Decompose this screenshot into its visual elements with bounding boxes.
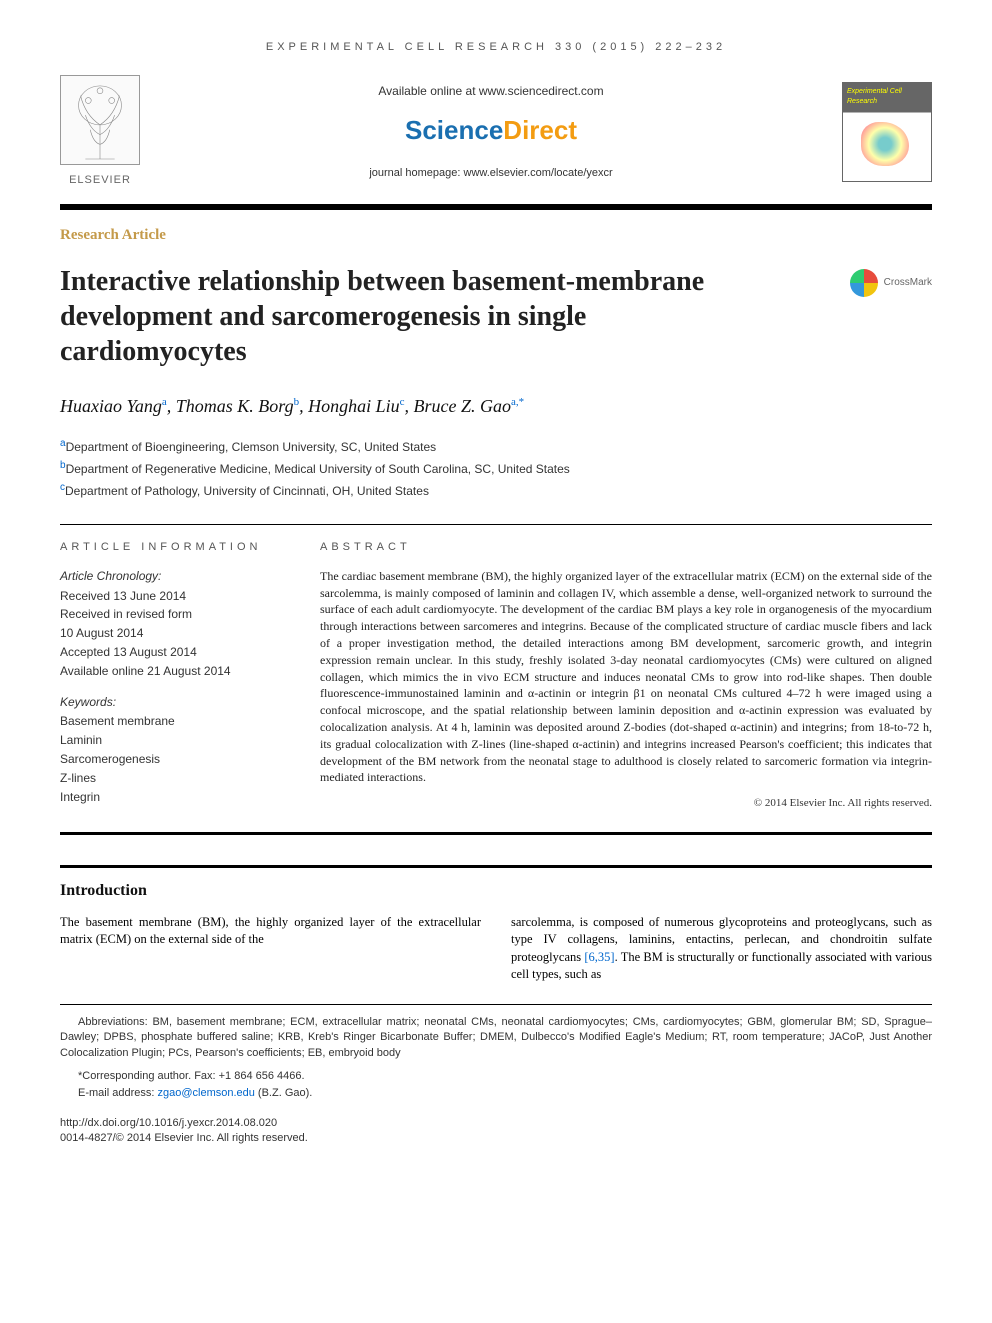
crossmark-label: CrossMark [884,276,932,290]
email-line: E-mail address: zgao@clemson.edu (B.Z. G… [60,1086,932,1101]
keywords-label: Keywords: [60,694,290,711]
article-info: ARTICLE INFORMATION Article Chronology: … [60,540,290,811]
sciencedirect-logo: ScienceDirect [160,112,822,148]
info-label: ARTICLE INFORMATION [60,540,290,555]
affiliations: aDepartment of Bioengineering, Clemson U… [60,437,932,499]
author-sup: a,* [511,396,524,408]
authors: Huaxiao Yanga, Thomas K. Borgb, Honghai … [60,394,932,419]
intro-columns: The basement membrane (BM), the highly o… [60,914,932,984]
available-online: Available online at www.sciencedirect.co… [160,83,822,100]
brand-sci: Science [405,115,503,145]
author-sup: b [294,396,300,408]
running-head: EXPERIMENTAL CELL RESEARCH 330 (2015) 22… [60,40,932,55]
keyword: Integrin [60,789,290,806]
author-sup: c [400,396,405,408]
crossmark-icon [850,269,878,297]
rule-medium [60,865,932,868]
email-after: (B.Z. Gao). [255,1087,312,1099]
email-label: E-mail address: [78,1087,157,1099]
footer: Abbreviations: BM, basement membrane; EC… [60,1004,932,1147]
crossmark-badge[interactable]: CrossMark [850,269,932,297]
abstract-text: The cardiac basement membrane (BM), the … [320,568,932,786]
affiliation: bDepartment of Regenerative Medicine, Me… [60,459,932,478]
issn-copyright: 0014-4827/© 2014 Elsevier Inc. All right… [60,1131,932,1146]
abstract: ABSTRACT The cardiac basement membrane (… [320,540,932,811]
corresponding-author: *Corresponding author. Fax: +1 864 656 4… [60,1069,932,1084]
affiliation: aDepartment of Bioengineering, Clemson U… [60,437,932,456]
abbreviations: Abbreviations: BM, basement membrane; EC… [60,1015,932,1061]
intro-col-right: sarcolemma, is composed of numerous glyc… [511,914,932,984]
article-type: Research Article [60,225,932,246]
affiliation: cDepartment of Pathology, University of … [60,481,932,500]
keyword: Laminin [60,732,290,749]
journal-header: ELSEVIER Available online at www.science… [60,75,932,188]
author: Honghai Liu [308,396,400,416]
author: Huaxiao Yang [60,396,162,416]
author: Bruce Z. Gao [414,396,512,416]
abstract-label: ABSTRACT [320,540,932,555]
doi-block: http://dx.doi.org/10.1016/j.yexcr.2014.0… [60,1116,932,1147]
rule-thick [60,204,932,210]
author-sup: a [162,396,167,408]
publisher-name: ELSEVIER [69,173,131,188]
keyword: Basement membrane [60,713,290,730]
chron-item: Available online 21 August 2014 [60,663,290,680]
chron-item: Received 13 June 2014 [60,588,290,605]
info-abstract-row: ARTICLE INFORMATION Article Chronology: … [60,524,932,834]
author: Thomas K. Borg [176,396,294,416]
keyword: Sarcomerogenesis [60,751,290,768]
chron-item: 10 August 2014 [60,625,290,642]
chron-item: Received in revised form [60,606,290,623]
aff-text: Department of Pathology, University of C… [65,484,429,498]
reference-link[interactable]: [6,35] [584,950,614,964]
title-row: Interactive relationship between basemen… [60,264,932,394]
chronology-label: Article Chronology: [60,568,290,585]
article-title: Interactive relationship between basemen… [60,264,760,369]
journal-homepage: journal homepage: www.elsevier.com/locat… [160,166,822,181]
elsevier-tree-icon [60,75,140,165]
brand-direct: Direct [503,115,577,145]
copyright: © 2014 Elsevier Inc. All rights reserved… [320,796,932,811]
chron-item: Accepted 13 August 2014 [60,644,290,661]
journal-cover-icon: Experimental Cell Research [842,82,932,182]
email-link[interactable]: zgao@clemson.edu [157,1087,254,1099]
doi: http://dx.doi.org/10.1016/j.yexcr.2014.0… [60,1116,932,1131]
intro-col-left: The basement membrane (BM), the highly o… [60,914,481,984]
header-center: Available online at www.sciencedirect.co… [140,83,842,182]
aff-text: Department of Bioengineering, Clemson Un… [66,440,437,454]
journal-cover-text: Experimental Cell Research [847,87,931,107]
intro-heading: Introduction [60,880,932,902]
aff-text: Department of Regenerative Medicine, Med… [66,462,570,476]
publisher-logo: ELSEVIER [60,75,140,188]
keyword: Z-lines [60,770,290,787]
